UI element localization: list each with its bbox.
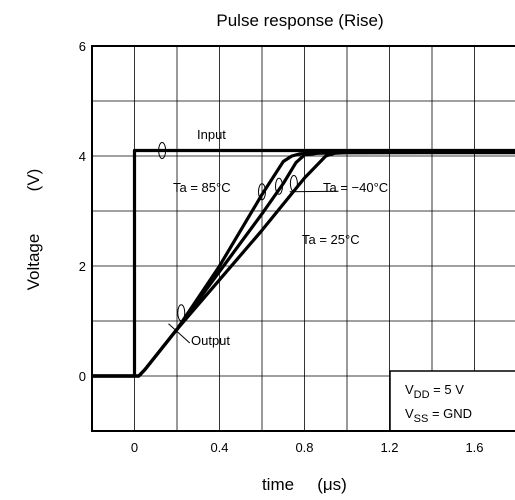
series-line-input <box>92 148 515 378</box>
series-line-ta-40-c <box>92 151 515 378</box>
y-tick-label: 4 <box>79 149 86 164</box>
ta25-leader-line <box>289 190 339 193</box>
plot-frame <box>91 45 515 432</box>
supply-legend-box: VDD = 5 V VSS = GND <box>389 370 515 432</box>
vdd-label: VDD = 5 V <box>405 382 464 401</box>
y-tick-label: 6 <box>79 39 86 54</box>
series-lines <box>92 148 515 378</box>
series-line-ta-85-c <box>92 150 515 378</box>
ta25-annotation: Ta = 25°C <box>302 232 360 247</box>
output-annotation: Output <box>191 333 230 348</box>
supply-legend-frame <box>389 370 515 432</box>
x-tick-label: 0.8 <box>295 440 313 455</box>
y-tick-labels: 0 2 4 6 <box>79 39 86 384</box>
input-label-marker <box>158 142 167 159</box>
x-tick-labels: 0 0.4 0.8 1.2 1.6 <box>131 440 484 455</box>
ta25-label-marker-a <box>275 177 283 195</box>
x-tick-label: 1.2 <box>380 440 398 455</box>
ta85-annotation: Ta = 85°C <box>173 180 231 195</box>
vss-label: VSS = GND <box>405 406 472 425</box>
series-line-ta-25-c <box>92 150 515 378</box>
chart-title: Pulse response (Rise) <box>216 11 383 30</box>
x-axis-label: time <box>262 475 294 494</box>
y-tick-label: 2 <box>79 259 86 274</box>
output-label-marker <box>177 304 186 322</box>
y-axis-label: Voltage <box>24 234 43 291</box>
y-tick-label: 0 <box>79 369 86 384</box>
x-tick-label: 0.4 <box>210 440 228 455</box>
input-annotation: Input <box>197 127 226 142</box>
x-tick-label: 0 <box>131 440 138 455</box>
ta40-annotation: Ta = −40°C <box>323 180 388 195</box>
x-axis-unit: (μs) <box>317 475 347 494</box>
y-axis-unit: (V) <box>24 169 43 192</box>
output-leader-line <box>168 323 191 344</box>
label-markers <box>158 142 339 344</box>
x-tick-label: 1.6 <box>465 440 483 455</box>
ta85-label-marker <box>258 183 266 201</box>
